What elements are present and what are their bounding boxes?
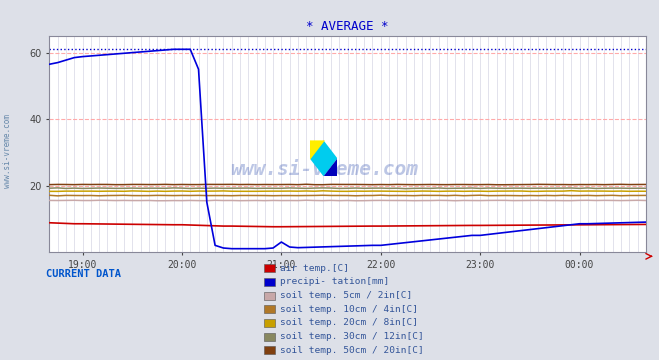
Text: soil temp. 10cm / 4in[C]: soil temp. 10cm / 4in[C] xyxy=(280,305,418,314)
Text: soil temp. 20cm / 8in[C]: soil temp. 20cm / 8in[C] xyxy=(280,318,418,328)
Text: www.si-vreme.com: www.si-vreme.com xyxy=(3,114,13,188)
Text: air temp.[C]: air temp.[C] xyxy=(280,264,349,273)
Title: * AVERAGE *: * AVERAGE * xyxy=(306,21,389,33)
Polygon shape xyxy=(310,140,325,160)
Text: soil temp. 50cm / 20in[C]: soil temp. 50cm / 20in[C] xyxy=(280,346,424,355)
Text: precipi- tation[mm]: precipi- tation[mm] xyxy=(280,277,389,287)
Text: soil temp. 5cm / 2in[C]: soil temp. 5cm / 2in[C] xyxy=(280,291,413,300)
Text: soil temp. 30cm / 12in[C]: soil temp. 30cm / 12in[C] xyxy=(280,332,424,341)
Polygon shape xyxy=(310,140,337,176)
Polygon shape xyxy=(324,158,337,176)
Text: www.si-vreme.com: www.si-vreme.com xyxy=(230,161,418,179)
Text: CURRENT DATA: CURRENT DATA xyxy=(46,269,121,279)
